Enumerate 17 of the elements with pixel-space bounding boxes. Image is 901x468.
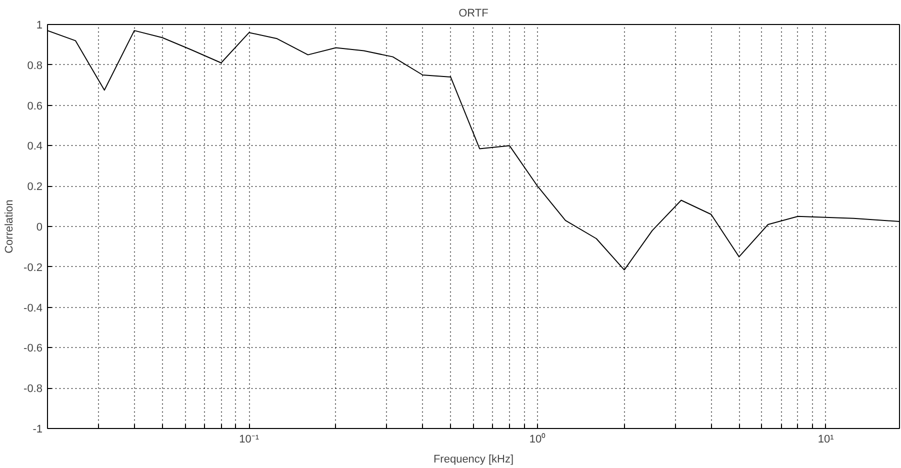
y-tick-label: 0.6 [27,100,43,112]
y-tick-label: -1 [32,424,42,436]
y-tick-label: 0.4 [27,140,43,153]
y-tick-label: 0 [36,222,43,234]
y-tick-label: -0.4 [24,302,43,314]
y-tick-label: -0.6 [24,342,43,355]
y-tick-label: -0.8 [24,383,43,396]
y-tick-label: 0.8 [27,60,43,72]
x-tick-label: 10⁰ [529,432,546,446]
y-axis-title: Correlation [4,200,16,254]
y-tick-label: 1 [36,20,43,32]
chart-title: ORTF [458,8,489,20]
x-axis-title: Frequency [kHz] [433,454,514,466]
x-tick-label: 10⁻¹ [239,434,260,446]
y-tick-label: 0.2 [27,181,43,194]
x-tick-label: 10¹ [818,434,834,446]
y-tick-label: -0.2 [24,262,43,274]
